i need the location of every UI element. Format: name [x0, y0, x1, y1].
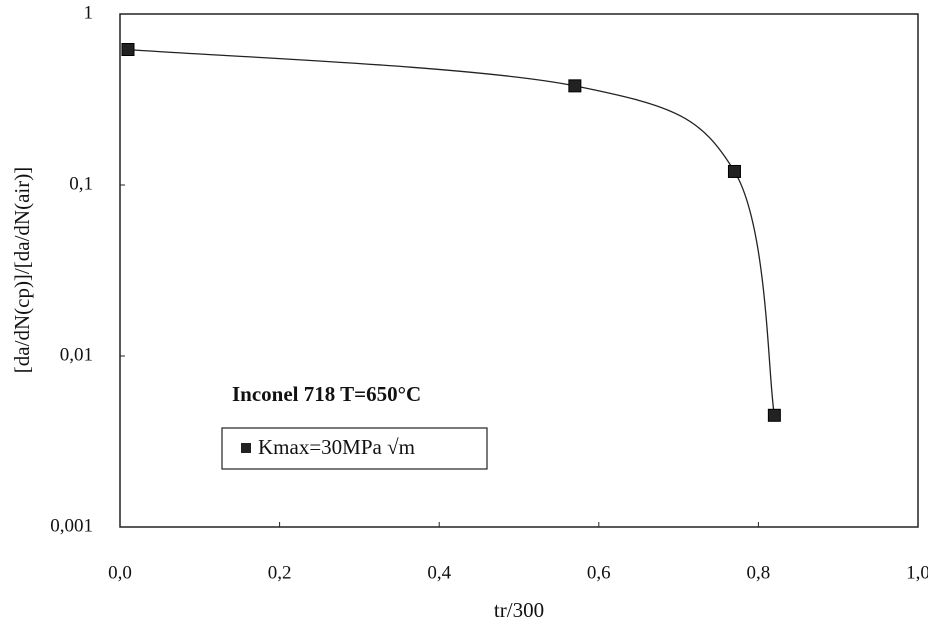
y-axis-label: [da/dN(cp)]/[da/dN(air)] — [10, 167, 34, 373]
legend-label: Kmax=30MPa √m — [258, 435, 415, 459]
y-tick-label: 0,001 — [50, 515, 93, 536]
y-tick-label: 0,01 — [60, 344, 93, 365]
x-axis-label: tr/300 — [494, 598, 544, 622]
legend-box — [221, 427, 488, 470]
x-tick-label: 1,0 — [906, 562, 928, 583]
annotation: Inconel 718 T=650°C — [232, 382, 421, 406]
y-tick-label: 0,1 — [69, 173, 93, 194]
x-tick-label: 0,2 — [268, 562, 292, 583]
marker — [767, 408, 781, 422]
y-tick-label: 1 — [84, 2, 94, 23]
series-line — [127, 48, 776, 416]
marker — [727, 164, 741, 178]
x-tick-label: 0,6 — [587, 562, 611, 583]
legend-marker — [241, 443, 251, 453]
plot-frame — [119, 13, 919, 528]
marker — [568, 79, 582, 93]
x-tick-label: 0,4 — [427, 562, 451, 583]
x-tick-label: 0,0 — [108, 562, 132, 583]
marker — [121, 43, 135, 57]
x-tick-label: 0,8 — [747, 562, 771, 583]
